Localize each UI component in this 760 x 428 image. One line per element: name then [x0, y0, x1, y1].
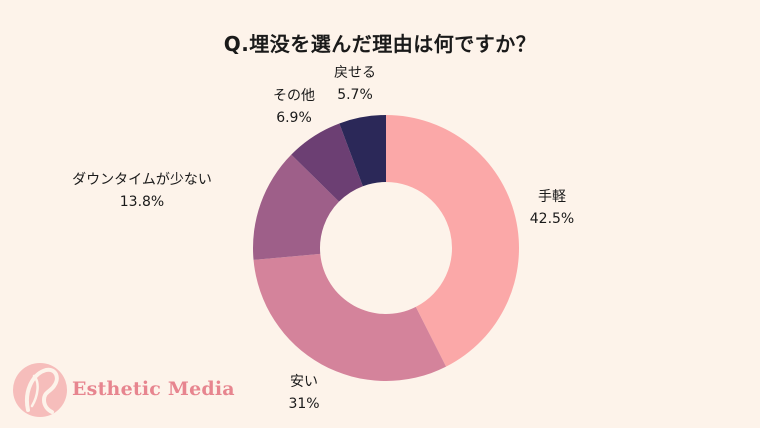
- esthetic-media-logo: [13, 363, 67, 417]
- label-yasui-value: 31%: [288, 396, 320, 412]
- label-modoseru-name: 戻せる: [334, 65, 376, 81]
- label-modoseru-value: 5.7%: [337, 87, 373, 103]
- label-modoseru: 戻せる 5.7%: [320, 62, 390, 106]
- label-sonota-name: その他: [273, 88, 315, 104]
- slice-2: [252, 154, 340, 260]
- slice-0: [386, 115, 520, 367]
- logo-text: Esthetic Media: [72, 378, 235, 400]
- label-downtime: ダウンタイムが少ない 13.8%: [42, 169, 242, 213]
- label-downtime-name: ダウンタイムが少ない: [72, 172, 212, 188]
- chart-title: Q.埋没を選んだ理由は何ですか？: [223, 32, 537, 56]
- label-yasui-name: 安い: [290, 374, 318, 390]
- slice-1: [253, 253, 447, 381]
- slice-3: [291, 123, 363, 202]
- label-tegaru: 手軽 42.5%: [520, 186, 584, 230]
- label-downtime-value: 13.8%: [119, 194, 165, 210]
- label-sonota: その他 6.9%: [258, 85, 330, 129]
- label-tegaru-value: 42.5%: [529, 211, 575, 227]
- label-tegaru-name: 手軽: [538, 189, 566, 205]
- label-yasui: 安い 31%: [274, 371, 334, 415]
- label-sonota-value: 6.9%: [276, 110, 312, 126]
- slice-4: [339, 115, 386, 187]
